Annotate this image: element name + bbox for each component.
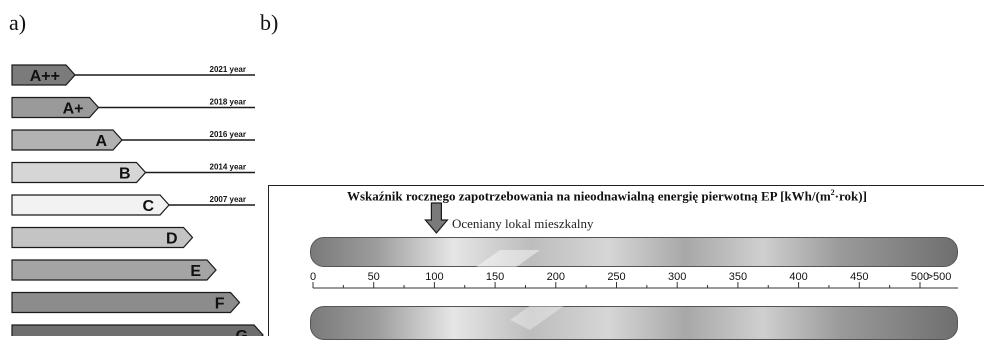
marker-arrow [424, 202, 449, 234]
ep-gradient-bar-top [310, 237, 958, 267]
energy-class-arrow [11, 161, 147, 184]
year-label: 2018 year [210, 98, 246, 107]
energy-class-arrows: A++ 2021 year A+ 2018 year A 2016 year B 2014 y… [11, 64, 264, 336]
energy-class-label: A+ [63, 101, 84, 118]
energy-class-d: D [11, 226, 194, 249]
energy-class-aplus: A+ 2018 year [11, 96, 255, 119]
year-label: 2014 year [210, 163, 246, 172]
energy-class-a: A 2016 year [11, 129, 255, 151]
energy-class-arrow [11, 194, 170, 216]
panel-a-label: a) [9, 10, 27, 35]
energy-class-label: C [142, 198, 154, 215]
energy-class-arrow [11, 96, 100, 119]
energy-class-label: B [119, 166, 131, 183]
energy-class-label: D [166, 231, 178, 248]
energy-class-c: C 2007 year [11, 194, 255, 216]
ep-indicator-title: Wskaźnik rocznego zapotrzebowania na nie… [347, 188, 867, 204]
energy-class-label: A++ [30, 68, 60, 85]
year-label: 2007 year [210, 195, 246, 204]
scale-tick-label: 150 [486, 271, 504, 283]
scale-tick-label: 200 [547, 271, 565, 283]
energy-class-arrow [11, 259, 217, 281]
scale-tick-label: 300 [668, 271, 686, 283]
energy-class-label: F [215, 296, 225, 313]
ep-indicator-panel [268, 185, 984, 336]
energy-class-arrow [11, 64, 76, 86]
scale-tick-label: 400 [789, 271, 807, 283]
scale-tick-label: >500 [927, 271, 952, 283]
energy-class-label: G [236, 328, 248, 336]
evaluated-apartment-label: Oceniany lokal mieszkalny [452, 216, 594, 231]
energy-class-aplusplus: A++ 2021 year [11, 64, 255, 86]
scale-tick-label: 250 [607, 271, 625, 283]
scale-tick-label: 500 [911, 271, 929, 283]
scale-tick-label: 450 [850, 271, 868, 283]
energy-class-arrow [11, 129, 123, 151]
year-label: 2021 year [210, 65, 246, 74]
energy-class-label: E [190, 263, 201, 280]
scale-tick-label: 50 [368, 271, 380, 283]
energy-class-e: E [11, 259, 217, 281]
panel-b-label: b) [260, 10, 279, 35]
scale-tick-label: 0 [310, 271, 316, 283]
energy-class-f: F [11, 291, 241, 314]
energy-class-arrow [11, 291, 241, 314]
energy-class-arrow [11, 324, 264, 336]
year-label: 2016 year [210, 130, 246, 139]
ep-gradient-bar-bottom [310, 306, 958, 340]
energy-class-g: G [11, 324, 264, 336]
energy-class-label: A [95, 133, 107, 150]
energy-class-arrow [11, 226, 194, 249]
scale-tick-label: 350 [729, 271, 747, 283]
energy-class-b: B 2014 year [11, 161, 255, 184]
scale-tick-label: 100 [425, 271, 443, 283]
